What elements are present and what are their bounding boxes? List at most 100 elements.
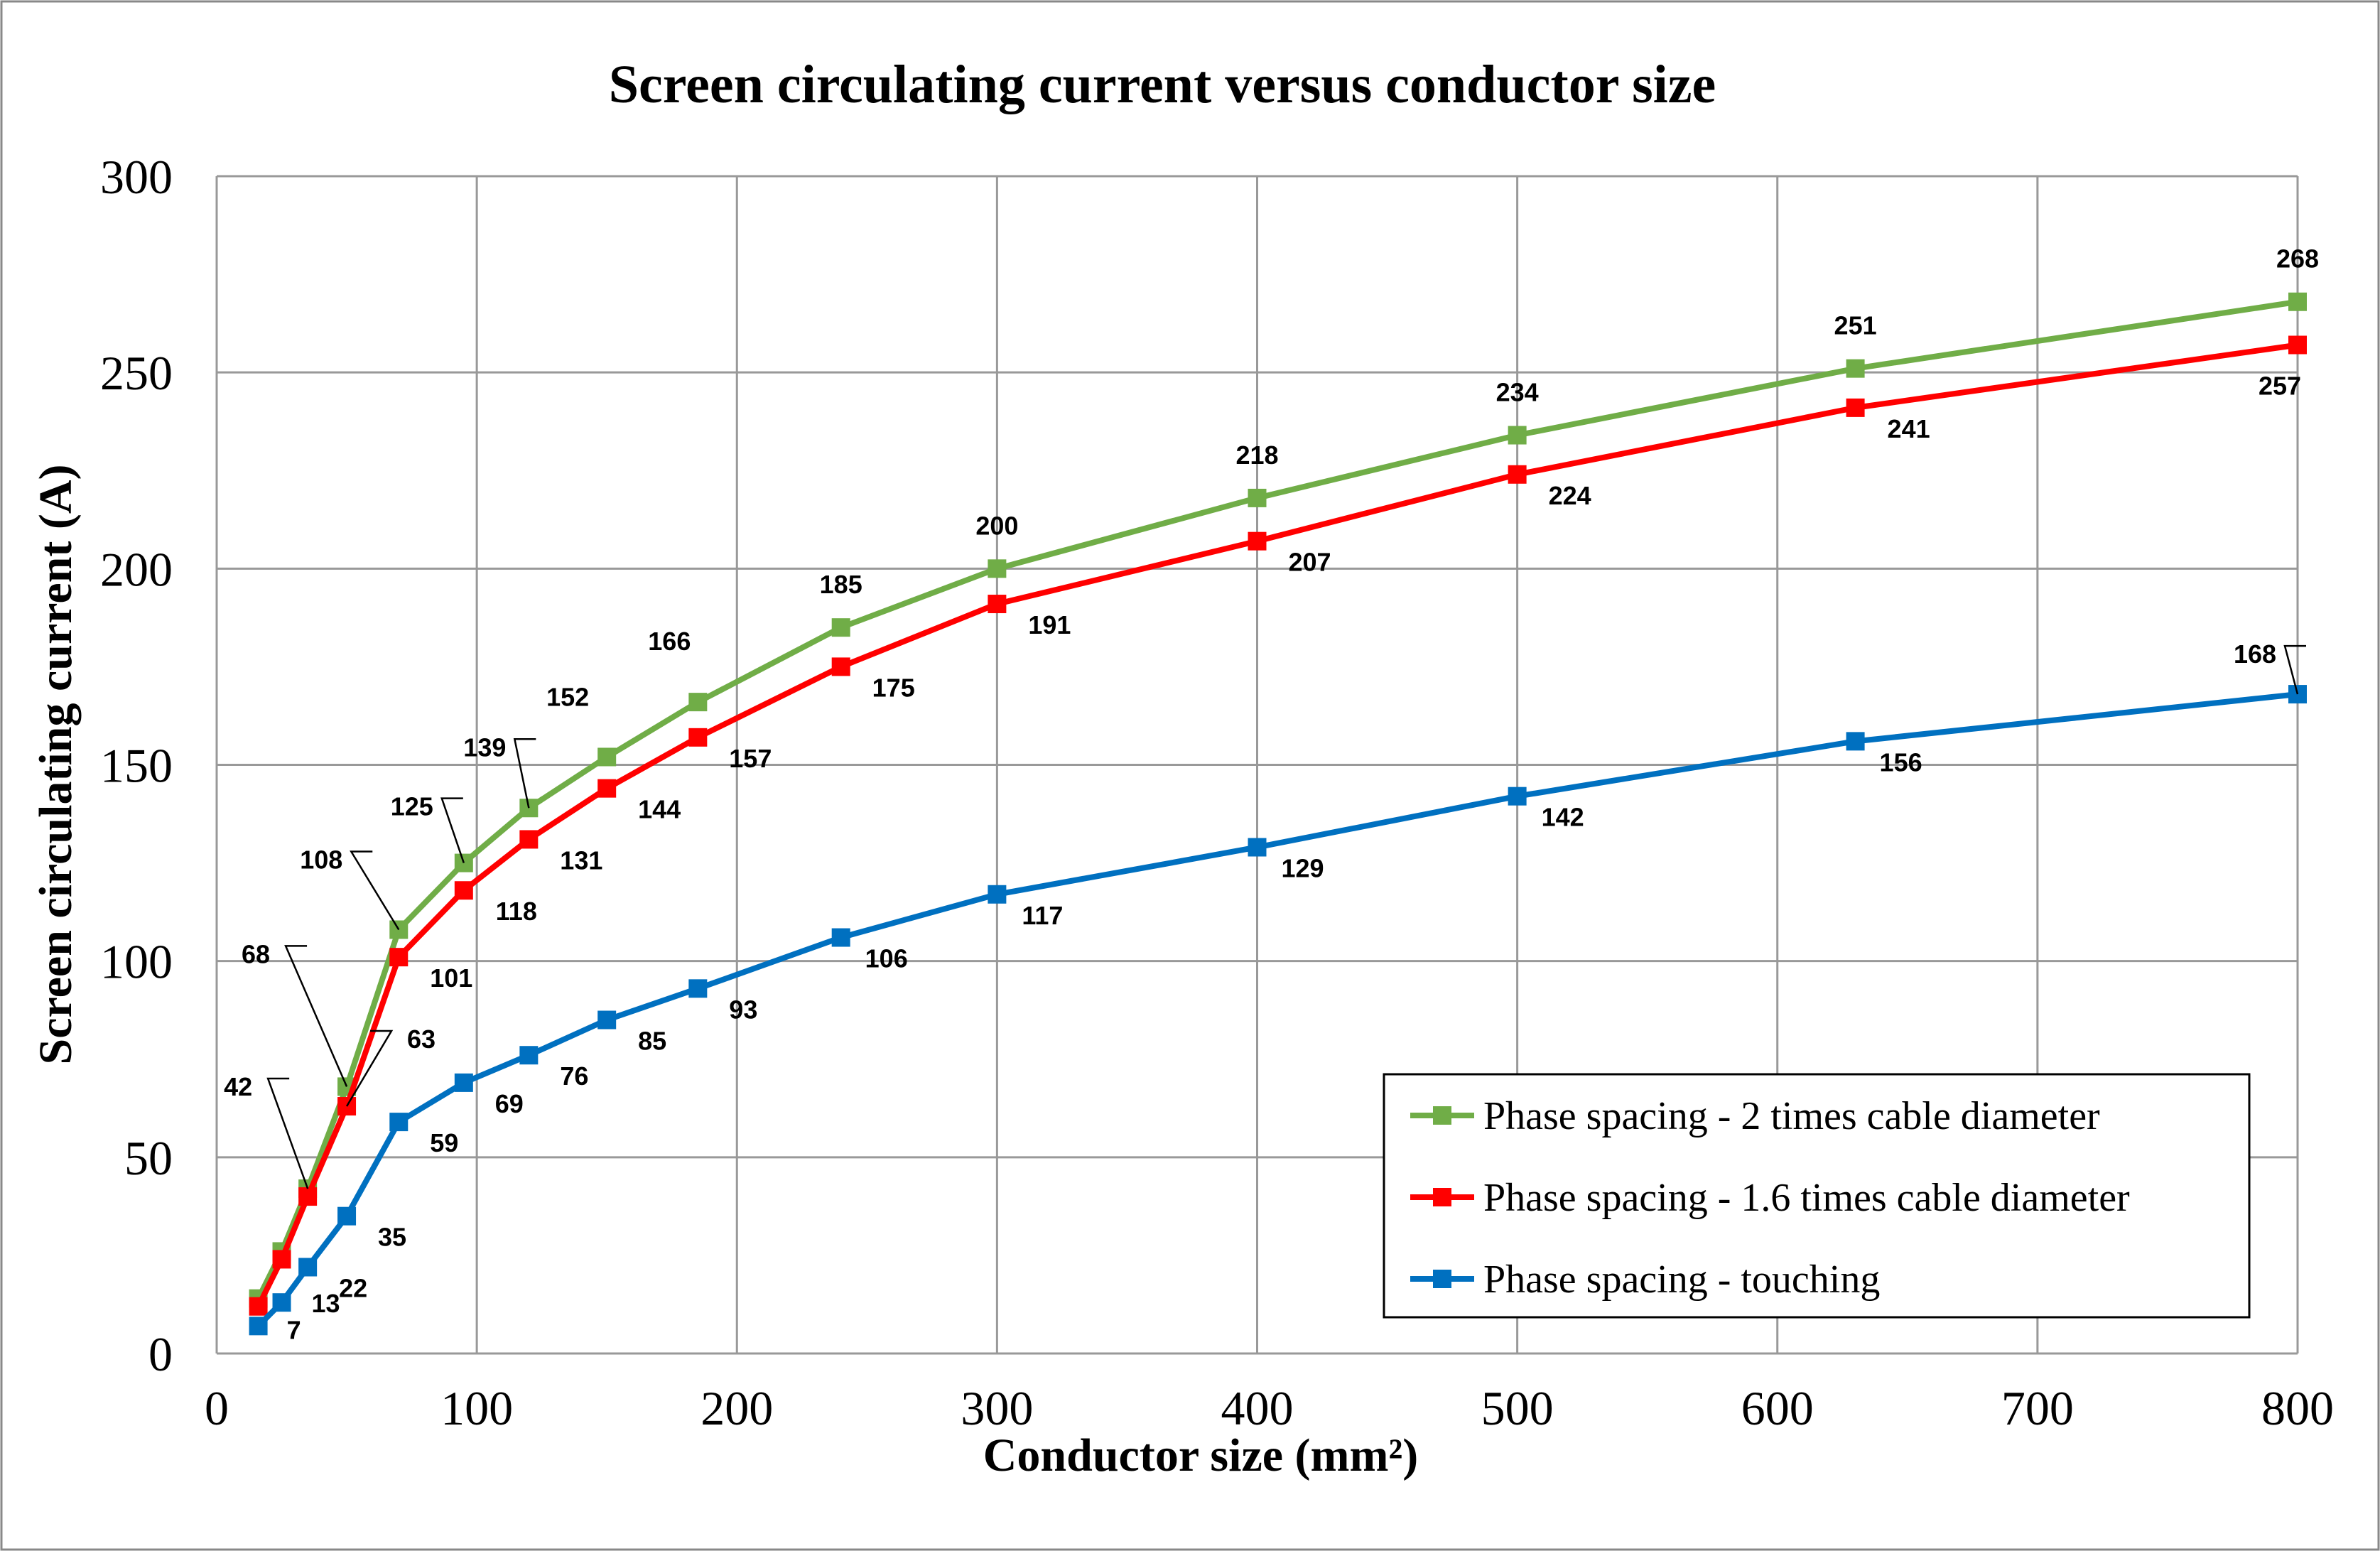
data-point-marker [249, 1317, 268, 1336]
data-point-marker [988, 885, 1007, 904]
label-leader-line [350, 850, 400, 931]
data-label: 144 [638, 795, 681, 824]
data-label: 257 [2259, 372, 2301, 401]
data-point-marker [597, 1010, 617, 1030]
data-label: 106 [865, 944, 908, 973]
data-point-marker [389, 1113, 409, 1132]
data-point-marker [1846, 732, 1865, 751]
data-label: 175 [872, 673, 915, 702]
data-label: 152 [546, 682, 589, 711]
data-point-marker [2288, 335, 2307, 355]
y-tick-label: 150 [100, 739, 173, 793]
data-label: 157 [729, 744, 772, 773]
data-point-marker [831, 618, 850, 637]
data-label: 129 [1281, 853, 1324, 882]
data-point-marker [1248, 488, 1267, 507]
data-label: 241 [1888, 414, 1930, 443]
data-point-marker [337, 1206, 357, 1226]
data-point-marker [454, 881, 473, 900]
data-label: 118 [496, 897, 537, 926]
data-label: 93 [729, 995, 757, 1024]
data-labels: 42 68 108 125 139 152 166 185 200 218 234 251 268 63 1… [224, 244, 2319, 1345]
data-point-marker [298, 1258, 318, 1277]
data-label: 13 [312, 1289, 340, 1318]
x-tick-label: 700 [2001, 1381, 2074, 1435]
data-point-marker [249, 1297, 268, 1316]
data-point-marker [988, 559, 1007, 578]
legend-swatch-marker [1433, 1270, 1451, 1288]
y-tick-label: 100 [100, 935, 173, 989]
data-label: 42 [224, 1072, 252, 1101]
data-point-marker [389, 948, 409, 967]
x-tick-label: 500 [1481, 1381, 1554, 1435]
y-tick-label: 250 [100, 346, 173, 400]
data-label: 69 [495, 1089, 524, 1118]
legend-swatch-marker [1433, 1106, 1451, 1125]
data-point-marker [988, 595, 1007, 614]
data-label: 139 [463, 733, 506, 762]
label-leader-line [266, 1077, 309, 1189]
data-point-marker [597, 779, 617, 798]
data-point-marker [597, 747, 617, 767]
legend-entry-label: Phase spacing - 2 times cable diameter [1483, 1094, 2100, 1138]
x-tick-label: 200 [701, 1381, 773, 1435]
chart-title: Screen circulating current versus conduc… [609, 55, 1716, 114]
label-leader-line [440, 797, 465, 863]
x-axis-title: Conductor size (mm²) [983, 1430, 1418, 1481]
data-label: 191 [1028, 610, 1071, 639]
data-point-marker [688, 979, 708, 998]
data-point-marker [1846, 398, 1865, 417]
data-label: 117 [1022, 901, 1063, 930]
data-label: 59 [430, 1128, 458, 1157]
data-point-marker [831, 657, 850, 676]
data-label: 168 [2234, 639, 2276, 669]
data-point-marker [298, 1187, 318, 1206]
data-point-marker [1508, 787, 1527, 806]
data-point-marker [272, 1250, 291, 1269]
legend-entry-label: Phase spacing - touching [1483, 1258, 1880, 1302]
data-label: 234 [1496, 378, 1539, 407]
x-tick-label: 300 [961, 1381, 1033, 1435]
x-tick-label: 400 [1221, 1381, 1294, 1435]
x-tick-label: 0 [205, 1381, 229, 1435]
data-label: 22 [339, 1273, 367, 1302]
data-label: 185 [820, 570, 862, 599]
legend-swatch-marker [1433, 1188, 1451, 1206]
data-label: 200 [975, 511, 1018, 540]
series-group [249, 292, 2307, 1336]
data-point-marker [831, 928, 850, 947]
data-label: 166 [648, 627, 691, 656]
tick-labels: 0 100 200 300 400 500 600 700 800 0 50 100 150 200 250… [100, 150, 2334, 1435]
data-label: 85 [638, 1027, 666, 1056]
x-tick-label: 800 [2261, 1381, 2334, 1435]
data-point-marker [1248, 838, 1267, 857]
legend: Phase spacing - 2 times cable diameter Ph… [1383, 1073, 2251, 1319]
y-tick-label: 0 [148, 1327, 173, 1381]
data-label: 125 [391, 792, 433, 821]
data-label: 35 [378, 1223, 406, 1252]
y-tick-label: 200 [100, 542, 173, 596]
y-tick-label: 300 [100, 150, 173, 204]
data-point-marker [688, 693, 708, 712]
data-label: 251 [1834, 311, 1877, 340]
x-tick-label: 100 [440, 1381, 513, 1435]
data-label: 7 [287, 1315, 301, 1344]
x-tick-label: 600 [1741, 1381, 1814, 1435]
label-leader-line [2283, 644, 2306, 695]
y-tick-label: 50 [124, 1131, 173, 1185]
data-point-marker [1248, 531, 1267, 551]
data-label: 207 [1288, 548, 1331, 577]
data-label: 131 [560, 845, 602, 875]
data-point-marker [1508, 465, 1527, 484]
y-axis-title: Screen circulating current (A) [30, 465, 82, 1065]
data-label: 63 [407, 1025, 436, 1054]
data-label: 101 [430, 963, 472, 993]
data-label: 142 [1542, 803, 1584, 832]
data-label: 218 [1235, 441, 1278, 470]
label-leader-line [345, 1030, 394, 1107]
data-point-marker [454, 1073, 473, 1092]
data-label: 268 [2276, 244, 2319, 274]
label-leader-line [513, 738, 536, 809]
label-leader-line [284, 945, 348, 1087]
